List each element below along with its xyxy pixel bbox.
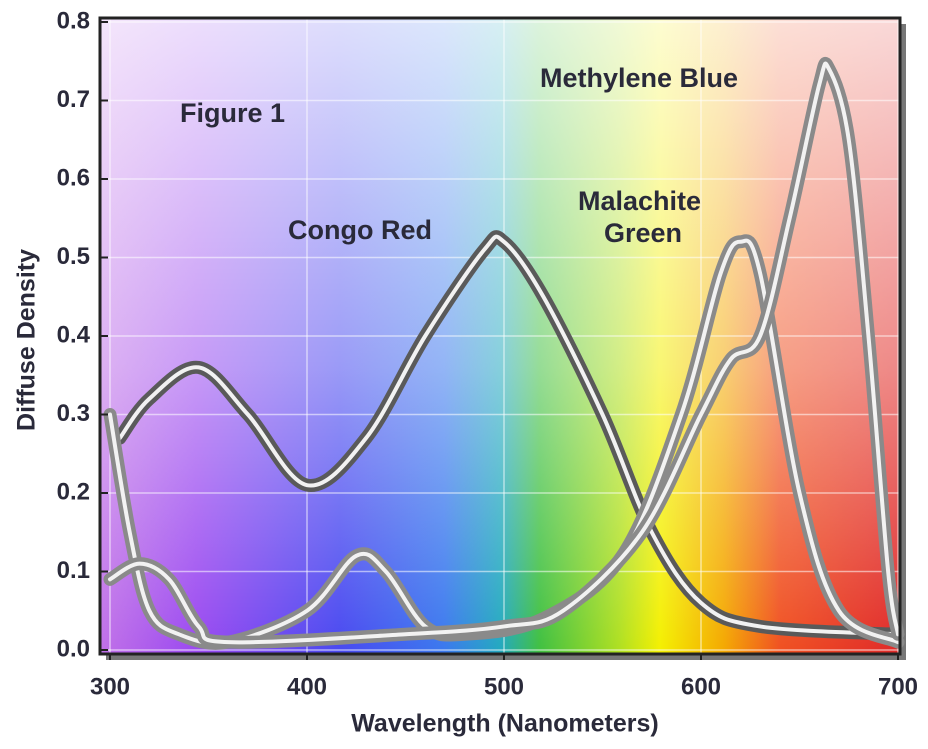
y-tick-label: 0.8 xyxy=(57,7,90,34)
y-tick-label: 0.5 xyxy=(57,243,90,270)
x-tick-label: 400 xyxy=(287,673,327,700)
y-tick-label: 0.1 xyxy=(57,557,90,584)
y-tick-label: 0.4 xyxy=(57,321,91,348)
y-tick-label: 0.6 xyxy=(57,164,90,191)
y-tick-label: 0.7 xyxy=(57,86,90,113)
chart: Wavelength (Nanometers) Diffuse Density … xyxy=(0,0,928,749)
y-tick-label: 0.2 xyxy=(57,478,90,505)
figure-label: Figure 1 xyxy=(180,98,285,128)
y-axis-label: Diffuse Density xyxy=(13,249,41,431)
series-label: Green xyxy=(604,218,682,248)
y-tick-label: 0.0 xyxy=(57,635,90,662)
series-label: Methylene Blue xyxy=(540,63,738,93)
page: Wavelength (Nanometers) Diffuse Density … xyxy=(0,0,928,749)
series-label: Malachite xyxy=(578,186,701,216)
x-tick-label: 700 xyxy=(878,673,918,700)
x-tick-label: 300 xyxy=(90,673,130,700)
series-label: Congo Red xyxy=(288,215,432,245)
x-tick-label: 600 xyxy=(681,673,721,700)
x-axis-label: Wavelength (Nanometers) xyxy=(351,710,658,738)
y-tick-label: 0.3 xyxy=(57,400,90,427)
x-tick-label: 500 xyxy=(484,673,524,700)
